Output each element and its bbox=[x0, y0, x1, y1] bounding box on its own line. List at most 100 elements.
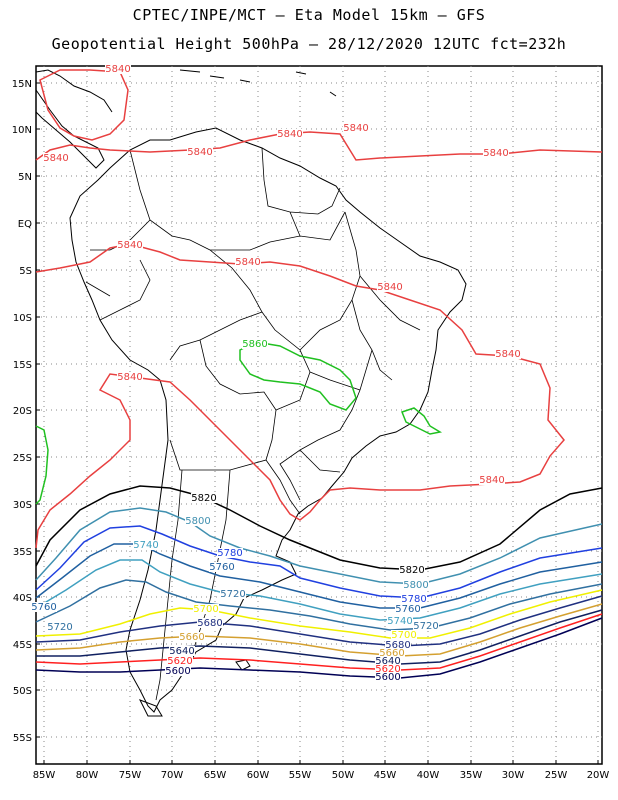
contour-label: 5840 bbox=[117, 372, 142, 383]
latitude-label: 10N bbox=[12, 125, 32, 136]
contour-label-bg bbox=[401, 594, 427, 604]
caribbean-coast bbox=[35, 69, 113, 113]
contour-label-bg bbox=[43, 153, 69, 163]
contour-label: 5740 bbox=[133, 540, 158, 551]
contour-5740 bbox=[35, 559, 603, 621]
contour-label-bg bbox=[483, 148, 509, 158]
contour-label: 5820 bbox=[399, 565, 424, 576]
longitude-label: 25W bbox=[545, 770, 568, 781]
contour-label-bg bbox=[375, 664, 401, 674]
longitude-label: 85W bbox=[33, 770, 56, 781]
falklands bbox=[235, 659, 251, 671]
contour-label: 5840 bbox=[377, 282, 402, 293]
longitude-label: 65W bbox=[204, 770, 227, 781]
latitude-label: 50S bbox=[13, 686, 32, 697]
latitude-label: 40S bbox=[13, 593, 32, 604]
contour-label-bg bbox=[191, 493, 217, 503]
contour-label-bg bbox=[47, 622, 73, 632]
contour-label: 5840 bbox=[117, 240, 142, 251]
contour-label: 5820 bbox=[191, 493, 216, 504]
contour-5760 bbox=[35, 543, 603, 609]
contour-label: 5760 bbox=[209, 562, 234, 573]
contour-labels: 5840 5840 5840 5840 5840 5840 5840 5840 5840 5840… bbox=[31, 64, 521, 683]
contour-label-bg bbox=[197, 618, 223, 628]
longitude-label: 80W bbox=[76, 770, 99, 781]
contour-label: 5800 bbox=[403, 580, 428, 591]
contour-label: 5680 bbox=[197, 618, 222, 629]
contour-label: 5840 bbox=[277, 129, 302, 140]
contour-label: 5760 bbox=[31, 602, 56, 613]
contour-label-bg bbox=[235, 257, 261, 267]
contour-label: 5740 bbox=[387, 616, 412, 627]
contour-5860-se bbox=[401, 407, 443, 435]
contour-5780 bbox=[35, 525, 603, 599]
coastline-layer bbox=[35, 69, 467, 717]
contour-label-bg bbox=[179, 632, 205, 642]
contour-label: 5760 bbox=[395, 604, 420, 615]
contour-label: 5840 bbox=[343, 123, 368, 134]
contour-label: 5720 bbox=[413, 621, 438, 632]
contour-layer bbox=[35, 69, 603, 679]
latitude-labels: 15N 10N 5N EQ 5S 10S 15S 20S 25S 30S 35S 40S 45S 50S 5… bbox=[12, 79, 40, 744]
latitude-label: 25S bbox=[13, 453, 32, 464]
south-america-coastline bbox=[69, 127, 467, 713]
contour-label-bg bbox=[220, 589, 246, 599]
contour-label-bg bbox=[185, 516, 211, 526]
contour-5840-equator bbox=[35, 243, 565, 549]
contour-label: 5600 bbox=[165, 666, 190, 677]
contour-5600 bbox=[35, 617, 603, 679]
contour-5680 bbox=[35, 595, 603, 647]
contour-label-bg bbox=[187, 147, 213, 157]
latitude-label: 30S bbox=[13, 500, 32, 511]
contour-label-bg bbox=[379, 648, 405, 658]
contour-label: 5840 bbox=[187, 147, 212, 158]
contour-5640 bbox=[36, 609, 603, 665]
contour-label-bg bbox=[395, 604, 421, 614]
longitude-labels: 85W 80W 75W 70W 65W 60W 55W 50W 45W 40W 35W 30W 25W 2… bbox=[33, 760, 610, 781]
contour-label: 5840 bbox=[43, 153, 68, 164]
latitude-label: 45S bbox=[13, 640, 32, 651]
longitude-label: 55W bbox=[289, 770, 312, 781]
contour-label: 5680 bbox=[385, 640, 410, 651]
longitude-label: 20W bbox=[587, 770, 610, 781]
latitude-label: 5S bbox=[19, 266, 32, 277]
longitude-label: 45W bbox=[374, 770, 397, 781]
contour-label-bg bbox=[31, 602, 57, 612]
contour-label: 5860 bbox=[242, 339, 267, 350]
contour-5620 bbox=[35, 613, 603, 671]
country-borders bbox=[85, 147, 421, 701]
contour-label-bg bbox=[193, 604, 219, 614]
contour-label-bg bbox=[391, 630, 417, 640]
contour-5840-loop-north bbox=[39, 69, 129, 141]
contour-5860 bbox=[239, 341, 357, 411]
longitude-label: 50W bbox=[332, 770, 355, 781]
contour-label: 5720 bbox=[47, 622, 72, 633]
contour-label-bg bbox=[479, 475, 505, 485]
contour-5800 bbox=[35, 507, 603, 585]
contour-label-bg bbox=[387, 616, 413, 626]
latitude-label: 15S bbox=[13, 360, 32, 371]
contour-label: 5780 bbox=[217, 548, 242, 559]
contour-label: 5780 bbox=[401, 594, 426, 605]
longitude-label: 40W bbox=[417, 770, 440, 781]
latitude-label: 5N bbox=[18, 172, 32, 183]
contour-label: 5600 bbox=[375, 672, 400, 683]
contour-label-bg bbox=[277, 129, 303, 139]
contour-label-bg bbox=[242, 339, 268, 349]
contour-label-bg bbox=[165, 666, 191, 676]
caribbean-islands bbox=[179, 69, 337, 97]
contour-label-bg bbox=[375, 672, 401, 682]
tierra-del-fuego bbox=[138, 699, 163, 717]
central-america-coastline bbox=[35, 89, 105, 169]
contour-5860-west bbox=[35, 425, 49, 505]
latitude-label: 20S bbox=[13, 406, 32, 417]
contour-label: 5660 bbox=[179, 632, 204, 643]
contour-label: 5840 bbox=[479, 475, 504, 486]
contour-label-bg bbox=[117, 240, 143, 250]
contour-label-bg bbox=[399, 565, 425, 575]
contour-label: 5840 bbox=[495, 349, 520, 360]
latitude-label: EQ bbox=[18, 219, 32, 230]
contour-label: 5720 bbox=[220, 589, 245, 600]
contour-label-bg bbox=[343, 123, 369, 133]
longitude-label: 75W bbox=[119, 770, 142, 781]
